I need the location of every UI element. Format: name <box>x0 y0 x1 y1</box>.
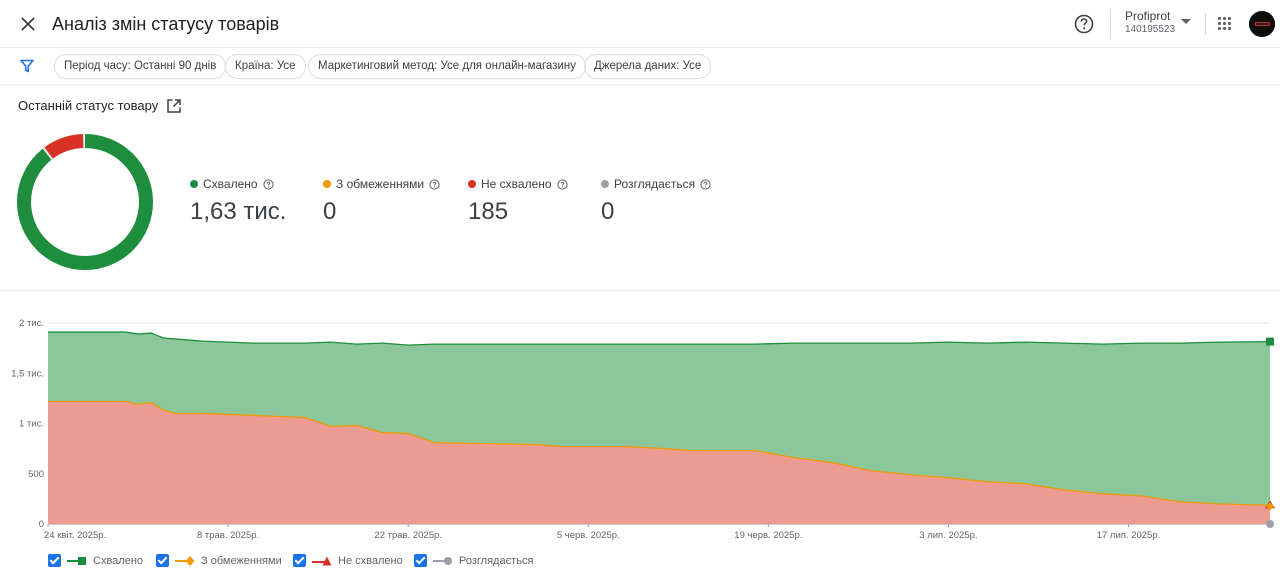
stat-label: З обмеженнями <box>336 177 425 191</box>
legend-swatch-diamond-icon <box>175 555 195 566</box>
stat-label: Розглядається <box>614 177 696 191</box>
filter-chip-period[interactable]: Період часу: Останні 90 днів <box>54 54 227 79</box>
y-tick-label: 2 тис. <box>19 318 44 329</box>
status-dot-disapproved <box>468 180 476 188</box>
stat-approved: Схвалено 1,63 тис. <box>190 176 286 228</box>
page-title: Аналіз змін статусу товарів <box>52 14 280 34</box>
stat-value: 1,63 тис. <box>190 198 287 225</box>
x-tick-label: 19 черв. 2025р. <box>734 530 802 541</box>
legend-label: Схвалено <box>93 554 144 567</box>
legend-swatch-triangle-icon <box>312 556 332 565</box>
help-icon[interactable] <box>262 178 274 190</box>
area-approved <box>48 332 1270 506</box>
area-disapproved <box>48 401 1270 524</box>
legend-label: З обмеженнями <box>201 554 282 567</box>
filter-icon[interactable] <box>20 59 34 73</box>
y-tick-label: 0 <box>39 519 44 530</box>
legend-swatch-square-icon <box>67 556 86 565</box>
section-title: Останній статус товару <box>18 98 159 113</box>
x-tick-label: 24 квіт. 2025р. <box>44 530 106 541</box>
status-dot-pending <box>601 180 609 188</box>
stat-pending: Розглядається 0 <box>601 176 711 228</box>
help-icon[interactable] <box>429 178 440 190</box>
legend-item-limited[interactable]: З обмеженнями <box>156 554 282 567</box>
x-tick-label: 3 лип. 2025р. <box>919 530 977 541</box>
stat-disapproved: Не схвалено 185 <box>468 176 568 228</box>
stat-label: Схвалено <box>203 177 258 191</box>
marker-pending <box>1266 520 1274 528</box>
x-tick-label: 22 трав. 2025р. <box>374 530 442 541</box>
chevron-down-icon <box>1181 19 1191 24</box>
stat-label: Не схвалено <box>481 177 552 191</box>
stat-value: 0 <box>601 198 615 225</box>
x-tick-label: 17 лип. 2025р. <box>1097 530 1161 541</box>
y-tick-label: 1 тис. <box>19 419 44 430</box>
account-name: Profiprot <box>1125 9 1171 23</box>
apps-divider <box>1205 14 1225 34</box>
status-dot-limited <box>323 180 331 188</box>
filter-bar: Період часу: Останні 90 днів Країна: Усе… <box>0 48 1280 85</box>
legend-label: Розглядається <box>459 554 534 567</box>
open-in-new-icon[interactable] <box>166 98 182 114</box>
filter-chip-marketing-method[interactable]: Маркетинговий метод: Усе для онлайн-мага… <box>308 54 586 79</box>
donut-segment-approved <box>17 134 153 270</box>
y-tick-label: 500 <box>28 469 44 480</box>
y-tick-label: 1,5 тис. <box>11 368 44 379</box>
help-icon[interactable] <box>1073 13 1095 35</box>
status-donut-chart <box>17 134 153 270</box>
legend-item-disapproved[interactable]: Не схвалено <box>293 554 403 567</box>
avatar[interactable] <box>1249 11 1275 37</box>
legend-label: Не схвалено <box>338 554 403 567</box>
status-dot-approved <box>190 180 198 188</box>
x-tick-label: 8 трав. 2025р. <box>197 530 259 541</box>
filter-chip-country[interactable]: Країна: Усе <box>225 54 306 79</box>
account-id: 140195523 <box>1125 24 1176 35</box>
line-approved <box>48 331 1271 346</box>
stat-value: 0 <box>323 198 337 225</box>
help-icon[interactable] <box>556 178 568 190</box>
checkbox[interactable] <box>414 554 427 567</box>
checkbox[interactable] <box>293 554 306 567</box>
legend-item-pending[interactable]: Розглядається <box>414 554 533 567</box>
account-switcher[interactable]: Profiprot 140195523 <box>1110 9 1198 39</box>
apps-grid-icon[interactable] <box>1218 17 1232 31</box>
checkbox[interactable] <box>156 554 169 567</box>
status-trend-chart: 0 500 1 тис. 1,5 тис. 2 тис. 24 квіт. 2025р. 8… <box>11 318 1275 541</box>
stat-limited: З обмеженнями 0 <box>323 176 440 228</box>
legend-swatch-circle-icon <box>433 556 452 565</box>
x-tick-label: 5 черв. 2025р. <box>557 530 620 541</box>
page-header: Аналіз змін статусу товарів Profiprot 14… <box>0 0 1280 48</box>
marker-limited <box>1266 502 1274 511</box>
help-icon[interactable] <box>700 178 711 190</box>
section-divider <box>0 290 1280 291</box>
line-disapproved <box>48 400 1271 507</box>
stat-value: 185 <box>468 198 509 225</box>
marker-approved <box>1266 337 1274 346</box>
close-icon[interactable] <box>16 12 40 36</box>
filter-chip-data-sources[interactable]: Джерела даних: Усе <box>584 54 712 79</box>
checkbox[interactable] <box>48 554 61 567</box>
legend-item-approved[interactable]: Схвалено <box>48 554 143 567</box>
